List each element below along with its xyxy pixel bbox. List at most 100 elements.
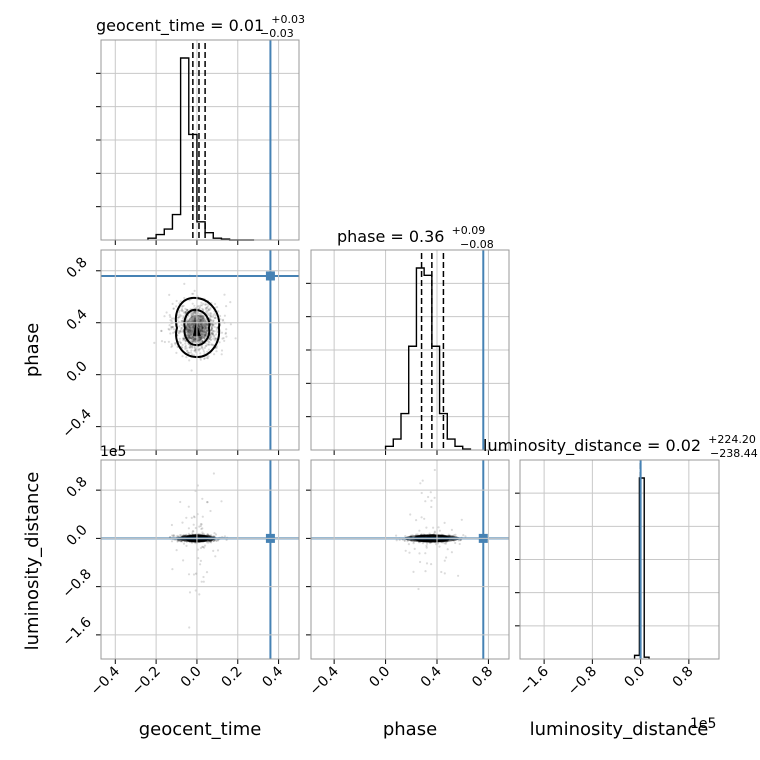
sample-point	[198, 593, 201, 596]
sample-point	[201, 515, 204, 518]
sample-point	[165, 311, 168, 314]
sample-point	[203, 544, 207, 547]
sample-point	[175, 549, 178, 552]
sample-point	[199, 546, 203, 550]
sample-point	[167, 340, 170, 343]
sample-point	[186, 309, 189, 312]
sample-point	[210, 328, 213, 332]
sample-point	[208, 343, 211, 346]
sample-point	[443, 521, 446, 525]
sample-point	[176, 316, 179, 319]
sample-point	[458, 542, 461, 546]
sample-point	[202, 315, 205, 318]
sample-point	[199, 339, 202, 342]
sample-point	[424, 570, 427, 573]
sample-point	[213, 325, 216, 328]
sample-point	[212, 319, 215, 322]
sample-point	[205, 571, 209, 574]
sample-point	[193, 304, 196, 307]
sample-point	[192, 337, 195, 340]
sample-point	[193, 346, 196, 349]
sample-point	[202, 580, 205, 583]
ytick-label-phase-2: 0.4	[64, 306, 91, 333]
sample-point	[194, 339, 197, 343]
sample-point	[208, 337, 211, 340]
sample-point	[194, 340, 197, 344]
sample-point	[440, 570, 443, 574]
sample-point	[420, 516, 423, 519]
sample-point	[215, 539, 218, 542]
sample-point	[198, 314, 201, 317]
hist-bar-phase-8	[447, 439, 455, 450]
sample-point	[193, 315, 196, 318]
sample-point	[214, 337, 217, 341]
sample-point	[201, 329, 204, 332]
sample-point	[211, 323, 214, 326]
sample-point	[194, 319, 197, 323]
sample-point	[462, 534, 465, 537]
sample-point	[177, 538, 181, 542]
sample-point	[172, 534, 175, 538]
sample-point	[205, 322, 208, 326]
sample-point	[206, 329, 209, 332]
sample-point	[179, 300, 182, 303]
sample-point	[211, 343, 214, 346]
sample-point	[170, 317, 174, 320]
sample-point	[190, 324, 193, 327]
sample-point	[177, 539, 180, 542]
sample-point	[429, 491, 432, 494]
sample-point	[187, 331, 190, 334]
xtick-label-geocent-time-1: −0.2	[129, 664, 164, 699]
sample-point	[201, 329, 204, 333]
sample-point	[172, 328, 175, 331]
sample-point	[191, 325, 194, 328]
sample-point	[191, 346, 194, 349]
sample-point	[193, 340, 196, 343]
sample-point	[203, 357, 206, 360]
sample-point	[176, 534, 179, 538]
sample-point	[198, 306, 201, 309]
sample-point	[178, 325, 181, 328]
sample-point	[192, 530, 195, 533]
sample-point	[214, 336, 217, 340]
sample-point	[191, 530, 194, 533]
sample-point	[184, 342, 187, 345]
sample-point	[194, 589, 197, 592]
sample-point	[183, 311, 186, 314]
sample-point	[210, 327, 213, 330]
sample-point	[206, 330, 209, 333]
sample-point	[200, 340, 203, 343]
sample-point	[427, 495, 430, 499]
sample-point	[176, 539, 179, 542]
sample-point	[187, 328, 190, 332]
sample-point	[190, 314, 193, 317]
sample-point	[188, 323, 191, 326]
sample-point	[206, 350, 209, 353]
sample-point	[200, 335, 204, 338]
sample-point	[207, 340, 210, 343]
sample-point	[199, 319, 202, 322]
xtick-label-geocent-time-2: 0.0	[178, 664, 205, 691]
sample-point	[188, 359, 191, 362]
sample-point	[424, 552, 427, 555]
sample-point	[193, 311, 196, 314]
sample-point	[457, 539, 460, 542]
xtick-label-luminosity-distance-3: 0.8	[670, 664, 697, 691]
sample-point	[209, 320, 212, 323]
sample-point	[191, 314, 194, 317]
sample-point	[184, 344, 187, 347]
sample-point	[209, 334, 212, 337]
sample-point	[194, 313, 197, 316]
sample-point	[198, 323, 201, 326]
sample-point	[190, 349, 193, 352]
ytick-label-luminosity-distance-3: 0.8	[64, 474, 91, 501]
sample-point	[202, 319, 205, 322]
sample-point	[200, 324, 204, 327]
sample-point	[180, 320, 183, 323]
title-geocent-time: geocent_time = 0.01 +0.03 −0.03	[96, 8, 310, 40]
sample-point	[199, 323, 203, 326]
sample-point	[192, 327, 195, 330]
sample-point	[204, 318, 207, 321]
xtick-label-geocent-time-4: 0.4	[259, 663, 286, 690]
sample-point	[206, 311, 209, 314]
